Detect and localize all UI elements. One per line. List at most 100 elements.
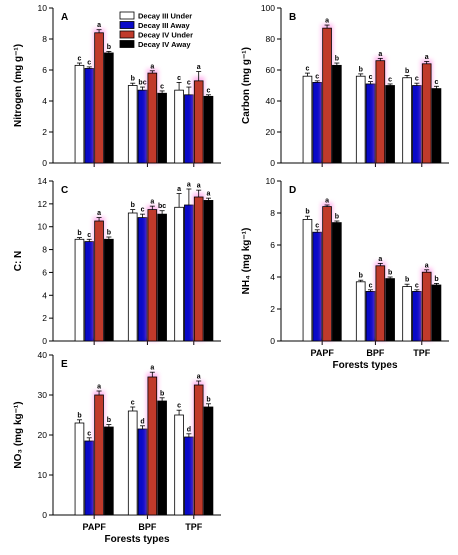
- bar: [302, 218, 313, 342]
- significance-letter: c: [177, 75, 181, 82]
- bar: [147, 72, 158, 164]
- significance-letter: c: [78, 56, 82, 63]
- y-tick-label: 0: [42, 336, 47, 346]
- panel-letter: D: [289, 185, 296, 196]
- bar: [203, 200, 214, 342]
- significance-letter: b: [131, 202, 135, 209]
- significance-letter: c: [187, 80, 191, 87]
- y-tick-label: 20: [38, 430, 48, 440]
- significance-letter: a: [425, 54, 429, 61]
- significance-letter: c: [160, 83, 164, 90]
- bar: [421, 63, 432, 164]
- y-tick-label: 8: [42, 34, 47, 44]
- y-axis-label: Nitrogen (mg g⁻¹): [13, 44, 24, 127]
- bar: [332, 222, 342, 342]
- significance-letter: b: [405, 277, 409, 284]
- significance-letter: b: [335, 214, 339, 221]
- bar: [402, 286, 412, 342]
- bar: [84, 440, 95, 516]
- bar: [193, 196, 204, 342]
- y-tick-label: 2: [42, 127, 47, 137]
- significance-letter: d: [187, 426, 191, 433]
- y-tick-label: 30: [38, 390, 48, 400]
- y-tick-label: 6: [42, 65, 47, 75]
- legend-label: Decay III Away: [138, 21, 191, 30]
- significance-letter: a: [325, 18, 329, 25]
- x-axis-label: Forests types: [332, 360, 397, 371]
- x-tick-label: TPF: [185, 522, 203, 532]
- significance-letter: b: [107, 417, 111, 424]
- legend-label: Decay IV Away: [138, 40, 191, 49]
- significance-letter: a: [378, 51, 382, 58]
- panel-letter: C: [61, 185, 68, 196]
- bar: [203, 406, 214, 516]
- x-tick-label: PAPF: [82, 522, 106, 532]
- significance-letter: b: [388, 270, 392, 277]
- bar: [94, 394, 104, 516]
- significance-letter: c: [415, 76, 419, 83]
- significance-letter: c: [388, 76, 392, 83]
- bar: [94, 32, 104, 164]
- significance-letter: a: [325, 198, 329, 205]
- significance-letter: a: [207, 191, 211, 198]
- bar: [157, 400, 167, 516]
- bar: [157, 92, 167, 164]
- significance-letter: b: [206, 396, 210, 403]
- significance-letter: c: [369, 74, 373, 81]
- x-tick-label: PAPF: [310, 348, 334, 358]
- y-tick-label: 80: [266, 34, 276, 44]
- x-tick-label: BPF: [138, 522, 157, 532]
- bar: [322, 27, 332, 164]
- y-tick-label: 40: [38, 350, 48, 360]
- y-tick-label: 10: [38, 3, 48, 13]
- significance-letter: c: [177, 403, 181, 410]
- y-tick-label: 0: [42, 158, 47, 168]
- bar: [174, 206, 184, 342]
- significance-letter: a: [197, 64, 201, 71]
- bar: [385, 85, 395, 164]
- significance-letter: c: [207, 87, 211, 94]
- significance-letter: a: [197, 374, 201, 381]
- significance-letter: bc: [158, 203, 166, 210]
- bar: [193, 80, 204, 164]
- bar: [375, 265, 386, 342]
- bar: [184, 436, 194, 516]
- y-tick-label: 10: [266, 176, 276, 186]
- bar: [127, 85, 138, 164]
- bar: [137, 89, 148, 164]
- bar: [322, 206, 332, 342]
- significance-letter: b: [335, 56, 339, 63]
- significance-letter: c: [369, 282, 373, 289]
- bar: [385, 278, 395, 342]
- significance-letter: b: [359, 273, 363, 280]
- significance-letter: c: [415, 282, 419, 289]
- legend-swatch: [119, 21, 135, 29]
- y-axis-label: Carbon (mg g⁻¹): [241, 47, 252, 124]
- y-tick-label: 4: [42, 290, 47, 300]
- bar: [412, 85, 422, 164]
- bar: [84, 241, 95, 342]
- bar: [104, 52, 114, 164]
- bar: [431, 284, 442, 342]
- panel-letter: B: [289, 12, 296, 23]
- significance-letter: c: [306, 66, 310, 73]
- significance-letter: c: [141, 207, 145, 214]
- bar: [137, 217, 148, 342]
- y-tick-label: 10: [38, 222, 48, 232]
- bar: [127, 410, 138, 516]
- significance-letter: b: [305, 209, 309, 216]
- significance-letter: b: [77, 230, 81, 237]
- bar: [402, 77, 412, 164]
- bar: [184, 204, 194, 342]
- bar: [431, 88, 442, 164]
- significance-letter: b: [434, 276, 438, 283]
- legend-label: Decay III Under: [138, 12, 192, 21]
- y-tick-label: 40: [266, 96, 276, 106]
- bar: [355, 75, 366, 164]
- significance-letter: b: [107, 230, 111, 237]
- bar: [312, 231, 323, 342]
- bar: [365, 290, 376, 342]
